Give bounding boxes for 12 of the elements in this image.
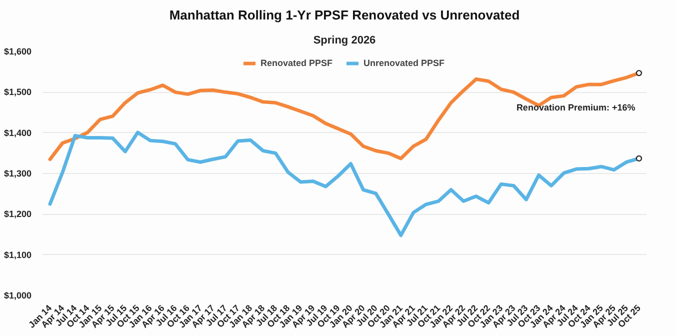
y-tick-label: $1,400 xyxy=(4,128,32,138)
y-tick-label: $1,600 xyxy=(4,46,32,56)
y-tick-label: $1,200 xyxy=(4,209,32,220)
legend-label: Unrenovated PPSF xyxy=(364,58,445,68)
chart-title: Manhattan Rolling 1-Yr PPSF Renovated vs Unrenovated xyxy=(169,8,520,22)
chart-subtitle: Spring 2026 xyxy=(313,34,376,46)
y-tick-label: $1,000 xyxy=(4,290,32,300)
y-tick-label: $1,500 xyxy=(4,87,32,98)
legend-label: Renovated PPSF xyxy=(260,58,332,68)
annotation: Renovation Premium: +16% xyxy=(516,102,636,113)
y-tick-label: $1,300 xyxy=(4,168,32,178)
y-tick-label: $1,100 xyxy=(4,250,32,260)
